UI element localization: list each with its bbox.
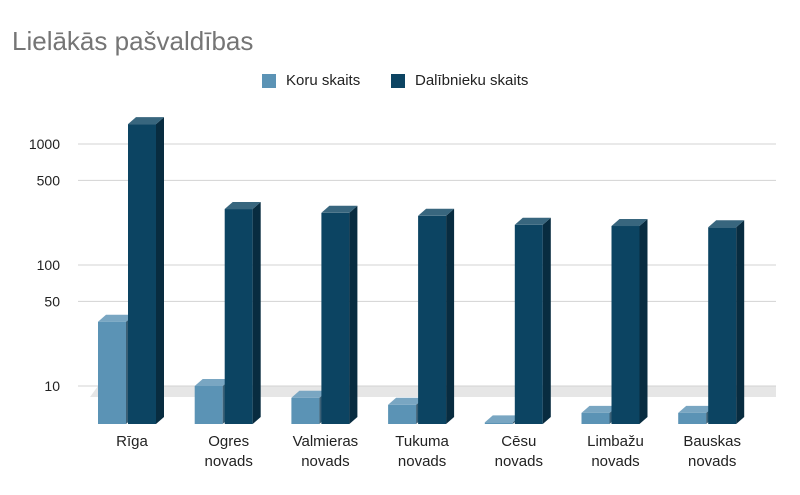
bar-dalibnieku-5	[611, 219, 648, 424]
bar-front	[418, 215, 447, 424]
bar-front	[291, 397, 320, 424]
bar-side	[156, 117, 164, 424]
bar-top	[224, 202, 261, 210]
x-tick-label-line: novads	[495, 453, 543, 470]
x-tick-label-line: Limbažu	[587, 433, 644, 450]
y-tick-label-10: 10	[44, 378, 60, 394]
x-tick-label-2: Valmieras novads	[293, 433, 359, 470]
bar-side	[639, 219, 648, 424]
bar-top	[321, 205, 358, 213]
bar-front	[321, 212, 350, 424]
bar-top	[581, 405, 618, 413]
y-tick-label-1000: 1000	[29, 136, 60, 152]
x-tick-label-4: Cēsu novads	[495, 433, 543, 470]
bar-dalibnieku-4	[514, 217, 551, 424]
x-tick-label-6: Bauskas novads	[683, 433, 741, 470]
y-tick-label-500: 500	[37, 172, 61, 188]
x-tick-label-line: novads	[398, 453, 446, 470]
chart-title: Lielākās pašvaldības	[12, 26, 254, 56]
bar-top	[194, 379, 231, 386]
x-tick-label-line: novads	[591, 453, 639, 470]
bar-front	[98, 321, 126, 424]
bar-front	[224, 209, 253, 424]
x-tick-label-line: Tukuma	[395, 433, 449, 450]
x-tick-label-line: novads	[688, 453, 736, 470]
bar-side	[446, 208, 455, 424]
bar-top	[418, 208, 455, 216]
y-tick-label-50: 50	[44, 293, 60, 309]
bar-front	[678, 412, 707, 424]
bar-top	[388, 397, 425, 405]
bar-side	[349, 205, 358, 424]
x-tick-label-line: Cēsu	[501, 433, 536, 450]
bar-front	[708, 227, 737, 424]
x-tick-label-line: novads	[205, 453, 253, 470]
bar-front	[388, 404, 417, 424]
x-tick-label-line: Valmieras	[293, 433, 359, 450]
legend-item-series-2: Dalībnieku skaits	[391, 72, 528, 89]
x-tick-label-0: Rīga	[116, 433, 148, 450]
x-tick-label-line: Rīga	[116, 433, 148, 450]
legend-swatch-series-2	[391, 73, 405, 88]
legend-label-series-1: Koru skaits	[286, 72, 361, 89]
x-tick-label-1: Ogres novads	[205, 433, 253, 470]
legend-swatch-series-1	[262, 73, 276, 88]
bar-top	[484, 415, 521, 423]
bar-top	[678, 405, 715, 413]
legend-item-series-1: Koru skaits	[262, 72, 360, 89]
bar-side	[542, 217, 551, 424]
bar-front	[484, 422, 513, 424]
bar-top	[291, 390, 328, 398]
y-tick-label-100: 100	[37, 257, 61, 273]
bar-front	[194, 386, 223, 424]
bar-dalibnieku-2	[321, 205, 358, 424]
bar-dalibnieku-1	[224, 202, 261, 424]
legend-label-series-2: Dalībnieku skaits	[415, 72, 529, 89]
bar-dalibnieku-0	[128, 117, 164, 424]
bar-top	[708, 220, 745, 228]
x-tick-label-5: Limbažu novads	[587, 433, 644, 470]
bar-side	[252, 202, 261, 424]
x-tick-label-line: Bauskas	[683, 433, 741, 450]
bar-front	[514, 224, 543, 424]
bar-top	[611, 219, 648, 227]
bar-top	[514, 217, 551, 225]
x-tick-label-line: novads	[301, 453, 349, 470]
chart-legend: Koru skaits Dalībnieku skaits	[0, 72, 800, 94]
bar-dalibnieku-3	[418, 208, 455, 424]
bar-front	[611, 226, 640, 424]
x-tick-label-line: Ogres	[208, 433, 249, 450]
bar-top	[98, 314, 134, 322]
bar-front	[128, 124, 156, 424]
bar-dalibnieku-6	[708, 220, 745, 424]
x-tick-label-3: Tukuma novads	[395, 433, 449, 470]
bar-front	[581, 412, 610, 424]
bar-side	[736, 220, 745, 424]
bar-top	[128, 117, 164, 125]
